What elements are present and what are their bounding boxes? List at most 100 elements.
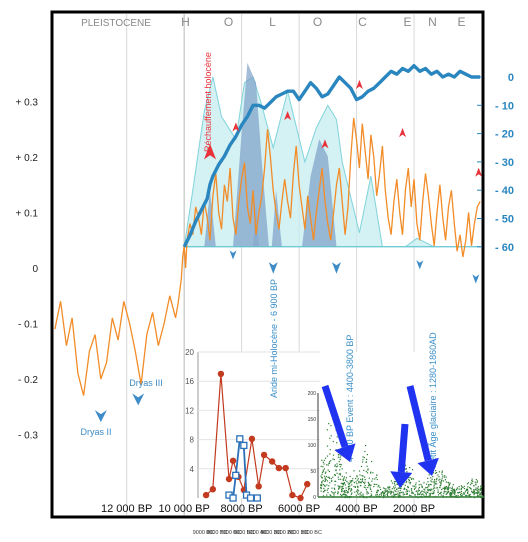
date-point <box>359 484 362 487</box>
date-point <box>343 476 345 478</box>
date-point <box>460 488 462 490</box>
date-point <box>347 482 349 484</box>
date-point <box>385 488 387 490</box>
date-point <box>449 487 451 489</box>
date-point <box>393 488 395 490</box>
date-point <box>329 494 331 496</box>
date-point <box>335 480 337 482</box>
date-point <box>412 478 415 480</box>
date-point <box>456 496 458 498</box>
date-point <box>336 496 339 498</box>
date-point <box>326 429 328 431</box>
left-axis-tick: + 0.3 <box>15 98 38 109</box>
date-point <box>421 493 423 495</box>
date-point <box>354 477 357 480</box>
date-point <box>439 478 441 480</box>
date-point <box>468 495 471 497</box>
date-point <box>472 491 474 493</box>
date-point <box>362 461 364 463</box>
date-point <box>324 472 326 474</box>
date-point <box>368 485 370 487</box>
date-point <box>406 471 408 473</box>
date-point <box>460 485 462 487</box>
date-point <box>429 489 431 491</box>
date-point <box>397 492 399 494</box>
date-point <box>411 488 413 490</box>
date-point <box>363 496 365 498</box>
date-point <box>332 454 335 456</box>
date-point <box>339 463 341 465</box>
date-point <box>323 475 326 477</box>
holocene-letter: C <box>358 15 368 29</box>
dates-y-tick: 100 <box>308 443 317 449</box>
date-point <box>423 494 425 496</box>
date-point <box>471 478 473 480</box>
date-point <box>470 496 472 498</box>
date-point <box>391 482 394 484</box>
date-point <box>451 486 453 488</box>
date-point <box>361 479 363 481</box>
date-point <box>388 486 390 488</box>
date-point <box>326 489 328 491</box>
date-point <box>402 484 404 486</box>
date-point <box>423 491 425 493</box>
date-point <box>432 493 434 495</box>
date-point <box>452 490 454 492</box>
date-point <box>399 487 401 489</box>
date-point <box>323 463 325 465</box>
date-point <box>378 484 380 487</box>
date-point <box>370 490 373 492</box>
inset-red-point <box>202 491 210 499</box>
date-point <box>321 473 323 476</box>
date-point <box>366 493 368 495</box>
date-point <box>480 487 482 490</box>
date-point <box>427 486 429 488</box>
date-point <box>427 490 430 492</box>
date-point <box>407 486 409 488</box>
date-point <box>421 490 423 492</box>
date-point <box>478 488 480 490</box>
date-point <box>386 493 388 495</box>
date-point <box>415 486 417 488</box>
date-point <box>397 490 399 492</box>
date-point <box>457 496 459 498</box>
date-point <box>457 494 459 496</box>
temperature-series-group <box>54 118 481 396</box>
date-point <box>406 493 408 495</box>
date-point <box>402 494 404 496</box>
date-point <box>399 490 401 492</box>
date-point <box>330 425 332 427</box>
date-point <box>445 485 447 488</box>
inset-red-point <box>297 494 304 502</box>
date-point <box>377 486 379 488</box>
date-point <box>433 490 435 492</box>
date-point <box>338 487 340 489</box>
date-point <box>384 494 386 496</box>
date-point <box>428 474 430 476</box>
date-point <box>406 493 408 495</box>
date-point <box>343 477 345 479</box>
date-point <box>435 470 437 472</box>
date-point <box>334 465 336 467</box>
date-point <box>387 496 389 498</box>
date-point <box>406 491 408 493</box>
date-point <box>459 496 461 498</box>
date-point <box>425 483 428 485</box>
date-point <box>423 488 425 490</box>
date-point <box>425 495 427 497</box>
date-point <box>475 483 477 485</box>
date-point <box>411 478 413 480</box>
date-point <box>470 484 472 486</box>
date-point <box>414 494 416 496</box>
date-point <box>443 496 445 498</box>
date-point <box>393 483 396 485</box>
date-point <box>405 481 407 484</box>
date-point <box>376 474 378 476</box>
date-point <box>384 490 386 492</box>
date-point <box>433 492 435 494</box>
date-point <box>429 493 431 495</box>
date-point <box>359 495 361 497</box>
holocene-letter: O <box>224 15 234 29</box>
blue-pointer-shaft <box>321 384 349 448</box>
date-point <box>399 494 401 496</box>
